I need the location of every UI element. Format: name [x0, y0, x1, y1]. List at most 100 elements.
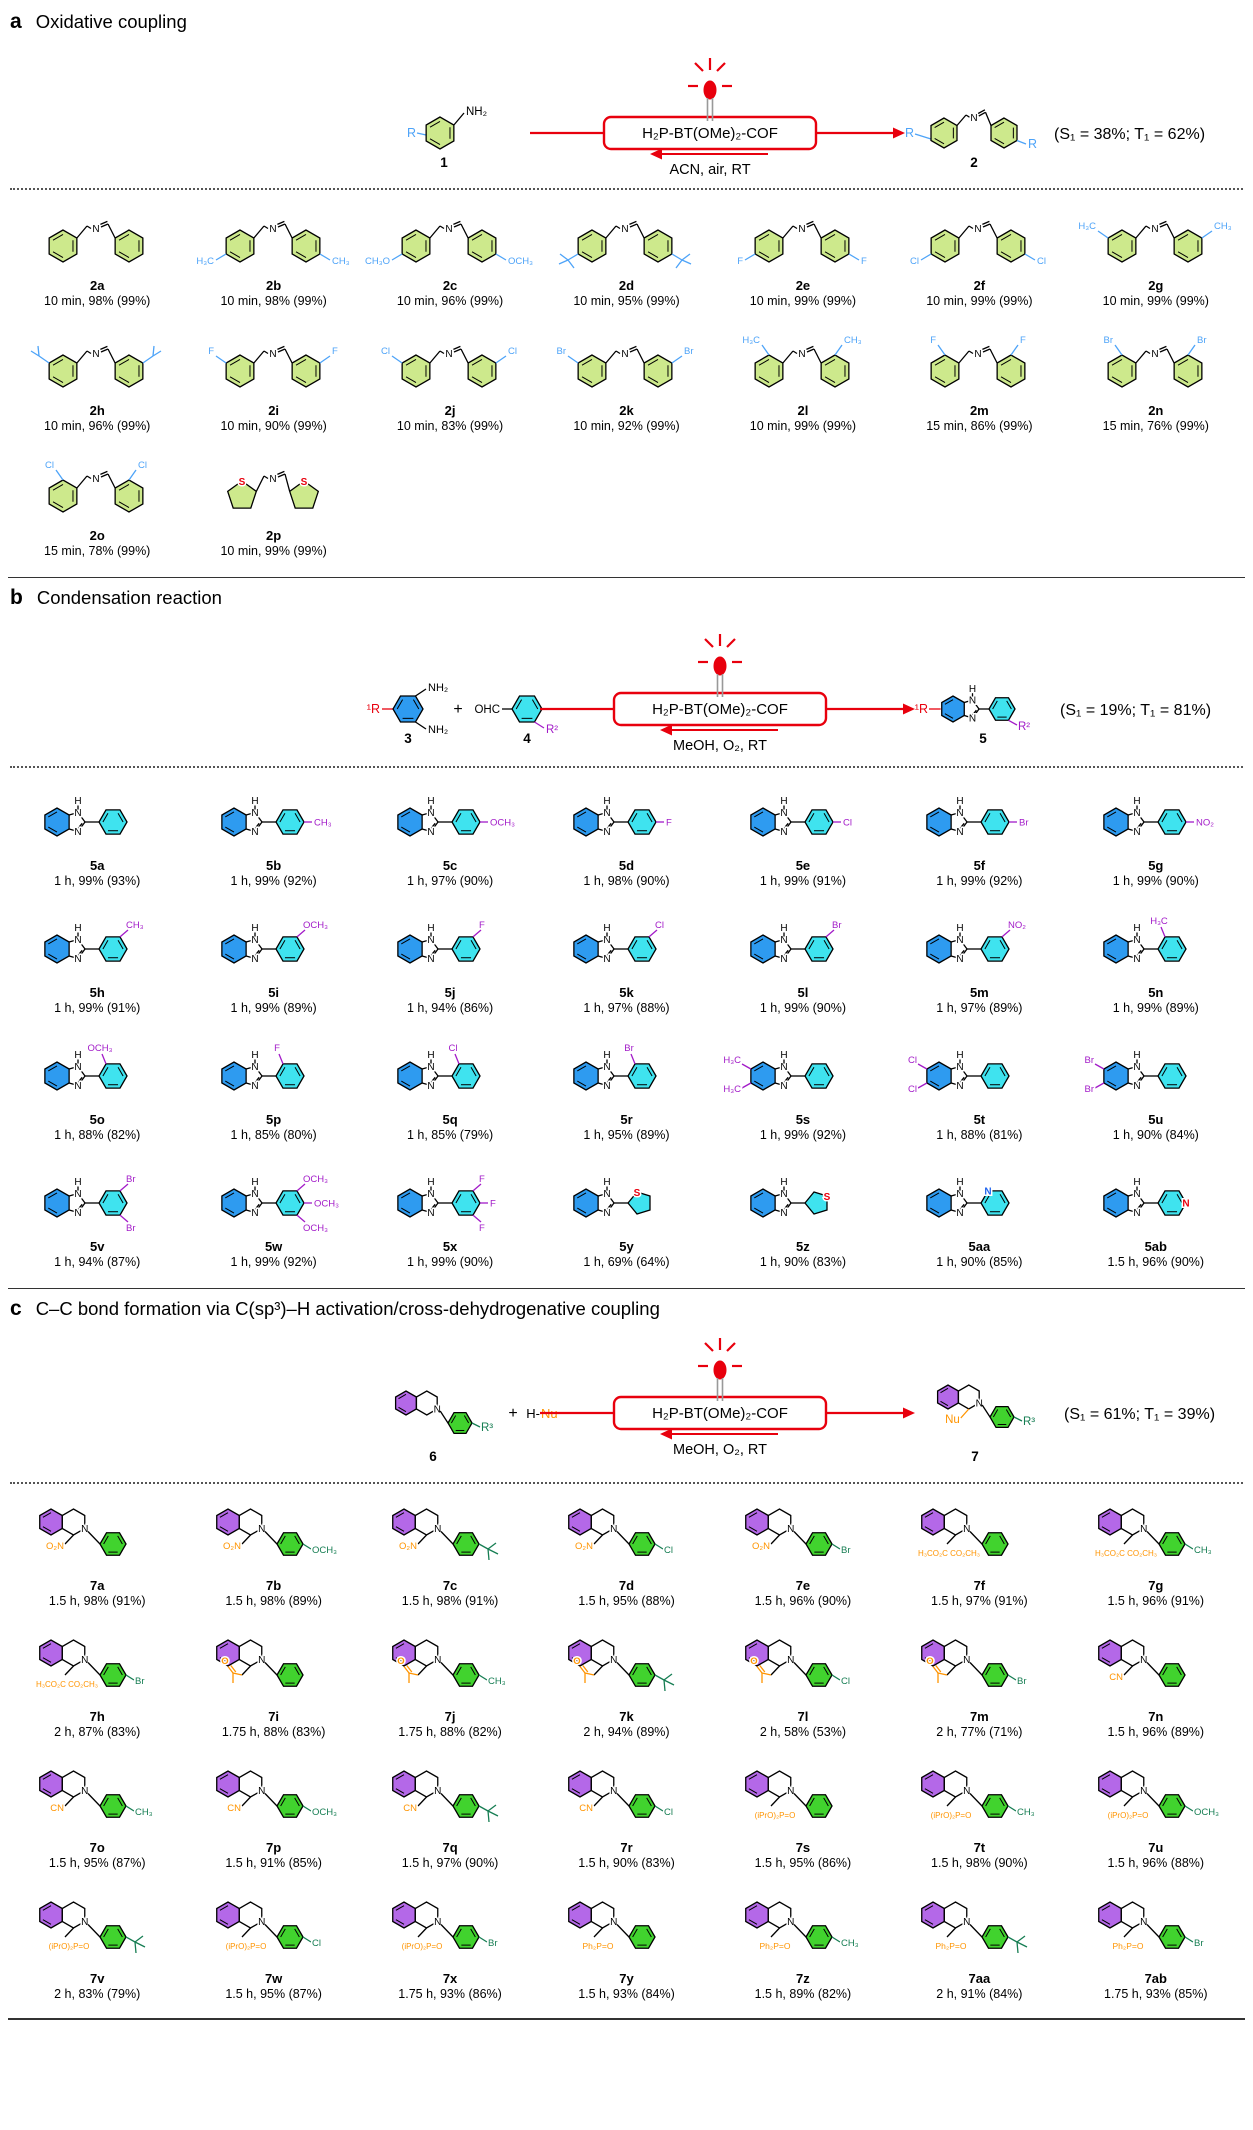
svg-text:N: N — [258, 1655, 265, 1666]
svg-text:H: H — [604, 923, 611, 934]
compound-card-5aa: N N H N 5aa 1 h, 90% (85%) — [892, 1157, 1066, 1270]
compound-id: 5w — [264, 1239, 283, 1254]
compound-id: 5o — [89, 1112, 105, 1127]
compound-card-7h: N H₃CO₂C CO₂CH₃ Br 7h 2 h, 87% (83%) — [10, 1623, 184, 1740]
svg-text:N: N — [611, 1917, 618, 1928]
compound-card-5m: N N H NO₂ 5m 1 h, 97% (89%) — [892, 903, 1066, 1016]
svg-text:N: N — [93, 474, 100, 485]
svg-text:N: N — [622, 224, 629, 235]
compound-yield: 1.5 h, 96% (91%) — [1107, 1594, 1205, 1608]
svg-text:N: N — [81, 1786, 88, 1797]
svg-text:H: H — [251, 1177, 258, 1188]
svg-text:OCH₃: OCH₃ — [303, 1223, 328, 1234]
svg-text:NH₂: NH₂ — [466, 106, 487, 118]
compound-yield: 10 min, 99% (99%) — [749, 294, 857, 308]
compound-id: 2n — [1148, 403, 1164, 418]
svg-text:Br: Br — [557, 346, 567, 357]
svg-text:¹R: ¹R — [915, 702, 928, 716]
svg-text:N: N — [780, 827, 787, 838]
svg-text:CN: CN — [580, 1803, 594, 1814]
svg-text:F: F — [332, 346, 338, 357]
compound-id: 7n — [1148, 1709, 1164, 1724]
svg-text:2: 2 — [970, 155, 978, 170]
molecule-structure: N H₃C CH₃ — [741, 334, 863, 388]
compound-yield: 1.5 h, 97% (91%) — [931, 1594, 1028, 1608]
compound-id: 5u — [1148, 1112, 1164, 1127]
compound-card-5e: N N H Cl 5e 1 h, 99% (91%) — [716, 776, 890, 889]
svg-text:MeOH, O₂, RT: MeOH, O₂, RT — [673, 1442, 767, 1458]
svg-text:Cl: Cl — [655, 920, 664, 931]
molecule-structure: N CN Cl — [568, 1770, 675, 1820]
svg-text:N: N — [251, 1208, 258, 1219]
compound-id: 2c — [442, 278, 458, 293]
compound-yield: 1 h, 99% (91%) — [759, 874, 846, 888]
svg-text:N: N — [611, 1655, 618, 1666]
compound-yield: 1 h, 99% (92%) — [936, 874, 1023, 888]
svg-text:N: N — [445, 349, 452, 360]
svg-text:N: N — [434, 1655, 441, 1666]
molecule-structure: N O₂N OCH₃ — [215, 1508, 338, 1558]
svg-text:N: N — [604, 935, 611, 946]
compound-yield: 10 min, 96% (99%) — [44, 419, 151, 433]
svg-text:N: N — [969, 714, 976, 725]
compound-id: 7d — [618, 1578, 635, 1593]
compound-id: 5s — [795, 1112, 811, 1127]
svg-text:3: 3 — [404, 731, 412, 746]
molecule-structure: N — [30, 345, 162, 388]
compound-yield: 1 h, 99% (89%) — [230, 1001, 317, 1015]
svg-text:N: N — [611, 1524, 618, 1535]
svg-text:N: N — [957, 1062, 964, 1073]
compound-yield: 1.5 h, 98% (90%) — [931, 1856, 1028, 1870]
compound-card-7w: N (iPrO)₂P=O Cl 7w 1.5 h, 95% (87%) — [186, 1885, 360, 2002]
compound-id: 7e — [795, 1578, 811, 1593]
svg-text:O: O — [574, 1656, 581, 1667]
compound-id: 5g — [1148, 858, 1164, 873]
molecule-structure: N — [48, 220, 144, 263]
section-letter: b — [10, 586, 23, 609]
compound-id: 5l — [797, 985, 809, 1000]
substrate-grid-b: N N H 5a 1 h, 99% (93%) N N H CH₃ 5b 1 h, 99% (92%… — [8, 774, 1245, 1278]
svg-text:1: 1 — [440, 155, 448, 170]
svg-text:N: N — [1182, 1199, 1189, 1210]
svg-text:H: H — [957, 796, 964, 807]
compound-card-5z: N N H S 5z 1 h, 90% (83%) — [716, 1157, 890, 1270]
compound-id: 7b — [266, 1578, 282, 1593]
compound-yield: 1.5 h, 98% (91%) — [401, 1594, 499, 1608]
compound-yield: 10 min, 99% (99%) — [1102, 294, 1209, 308]
svg-text:H₃C: H₃C — [723, 1084, 741, 1095]
molecule-structure: N CN — [392, 1770, 499, 1823]
substrate-grid-c: N O₂N 7a 1.5 h, 98% (91%) N O₂N OCH₃ 7b 1.5 h, 9… — [8, 1490, 1245, 2010]
compound-yield: 1 h, 99% (92%) — [230, 874, 317, 888]
svg-text:Br: Br — [126, 1223, 136, 1234]
compound-id: 2l — [797, 403, 809, 418]
compound-card-2g: N H₃C CH₃ 2g 10 min, 99% (99%) — [1069, 198, 1243, 309]
compound-card-7q: N CN 7q 1.5 h, 97% (90%) — [363, 1754, 537, 1871]
compound-id: 7t — [973, 1840, 986, 1855]
compound-yield: 1 h, 99% (89%) — [1112, 1001, 1199, 1015]
svg-text:Ph₂P=O: Ph₂P=O — [583, 1941, 614, 1951]
svg-text:+: + — [508, 1405, 517, 1422]
svg-text:N: N — [251, 827, 258, 838]
svg-text:H: H — [957, 1050, 964, 1061]
compound-id: 5e — [795, 858, 811, 873]
svg-text:CH₃: CH₃ — [1194, 1545, 1212, 1556]
dotted-separator — [10, 766, 1243, 768]
molecule-structure: N CN CH₃ — [39, 1770, 154, 1820]
svg-text:N: N — [427, 1208, 434, 1219]
compound-id: 7x — [442, 1971, 458, 1986]
compound-yield: 1.5 h, 98% (91%) — [48, 1594, 146, 1608]
compound-yield: 1 h, 69% (64%) — [583, 1255, 670, 1269]
compound-id: 5m — [969, 985, 989, 1000]
svg-text:R³: R³ — [1023, 1416, 1035, 1428]
svg-text:Cl: Cl — [381, 346, 390, 357]
molecule-structure: N O₂N — [39, 1508, 127, 1556]
compound-id: 2o — [89, 528, 105, 543]
compound-id: 7u — [1148, 1840, 1164, 1855]
compound-yield: 1 h, 99% (91%) — [54, 1001, 141, 1015]
compound-yield: 15 min, 86% (99%) — [926, 419, 1033, 433]
compound-card-5q: N N H Cl 5q 1 h, 85% (79%) — [363, 1030, 537, 1143]
compound-card-5b: N N H CH₃ 5b 1 h, 99% (92%) — [186, 776, 360, 889]
